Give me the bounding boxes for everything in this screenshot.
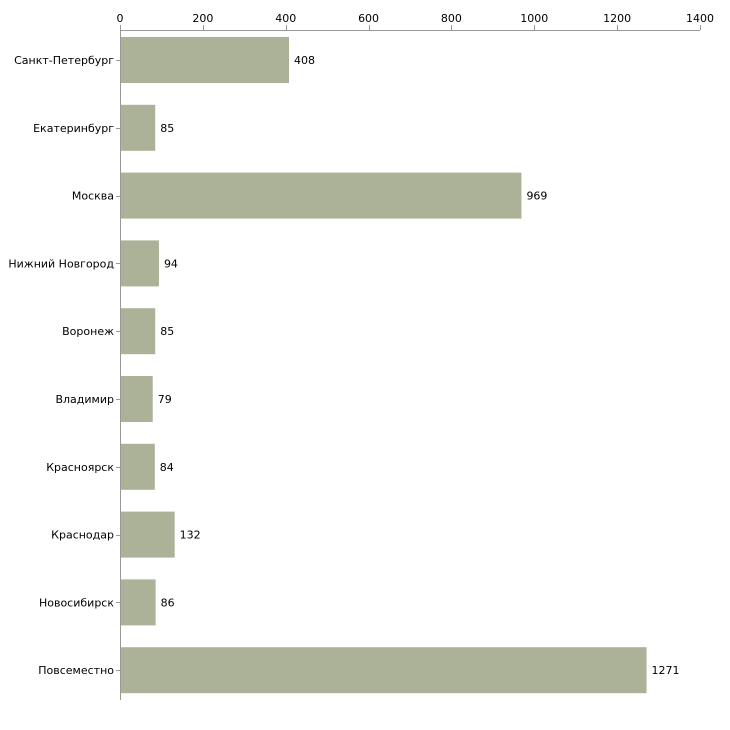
bar	[121, 172, 522, 219]
x-tick-label: 800	[441, 12, 462, 25]
category-label: Екатеринбург	[33, 122, 114, 135]
y-axis	[116, 30, 121, 700]
category-label: Владимир	[55, 393, 114, 406]
value-label: 408	[294, 54, 315, 67]
x-tick-label: 200	[192, 12, 213, 25]
category-label: Санкт-Петербург	[14, 54, 114, 67]
value-label: 969	[526, 190, 547, 203]
bar	[121, 240, 159, 287]
bar	[121, 308, 156, 355]
category-label: Нижний Новгород	[8, 257, 114, 270]
bar	[121, 443, 155, 490]
value-label: 1271	[652, 664, 680, 677]
category-label: Москва	[72, 190, 114, 203]
category-label: Новосибирск	[39, 596, 114, 609]
value-label: 84	[160, 461, 174, 474]
value-label: 85	[160, 325, 174, 338]
bars	[121, 37, 647, 694]
category-label: Повсеместно	[38, 664, 114, 677]
x-axis: 0 200 400 600 800 1000 1200 1400	[117, 12, 714, 31]
x-tick-label: 1200	[603, 12, 631, 25]
bar	[121, 579, 156, 626]
category-label: Воронеж	[62, 325, 114, 338]
x-tick-label: 400	[275, 12, 296, 25]
x-tick-label: 1000	[520, 12, 548, 25]
bar	[121, 647, 647, 694]
bar	[121, 511, 175, 558]
bar	[121, 376, 153, 422]
bar	[121, 37, 290, 83]
category-label: Краснодар	[51, 529, 114, 542]
x-tick-label: 600	[358, 12, 379, 25]
labels: Санкт-Петербург 408 Екатеринбург 85 Москва 96…	[8, 54, 679, 677]
value-label: 86	[161, 596, 175, 609]
value-label: 85	[160, 122, 174, 135]
x-tick-label: 0	[117, 12, 124, 25]
value-label: 94	[164, 257, 178, 270]
value-label: 132	[180, 529, 201, 542]
category-label: Красноярск	[46, 461, 114, 474]
value-label: 79	[158, 393, 172, 406]
bar	[121, 104, 156, 151]
x-tick-label: 1400	[686, 12, 714, 25]
